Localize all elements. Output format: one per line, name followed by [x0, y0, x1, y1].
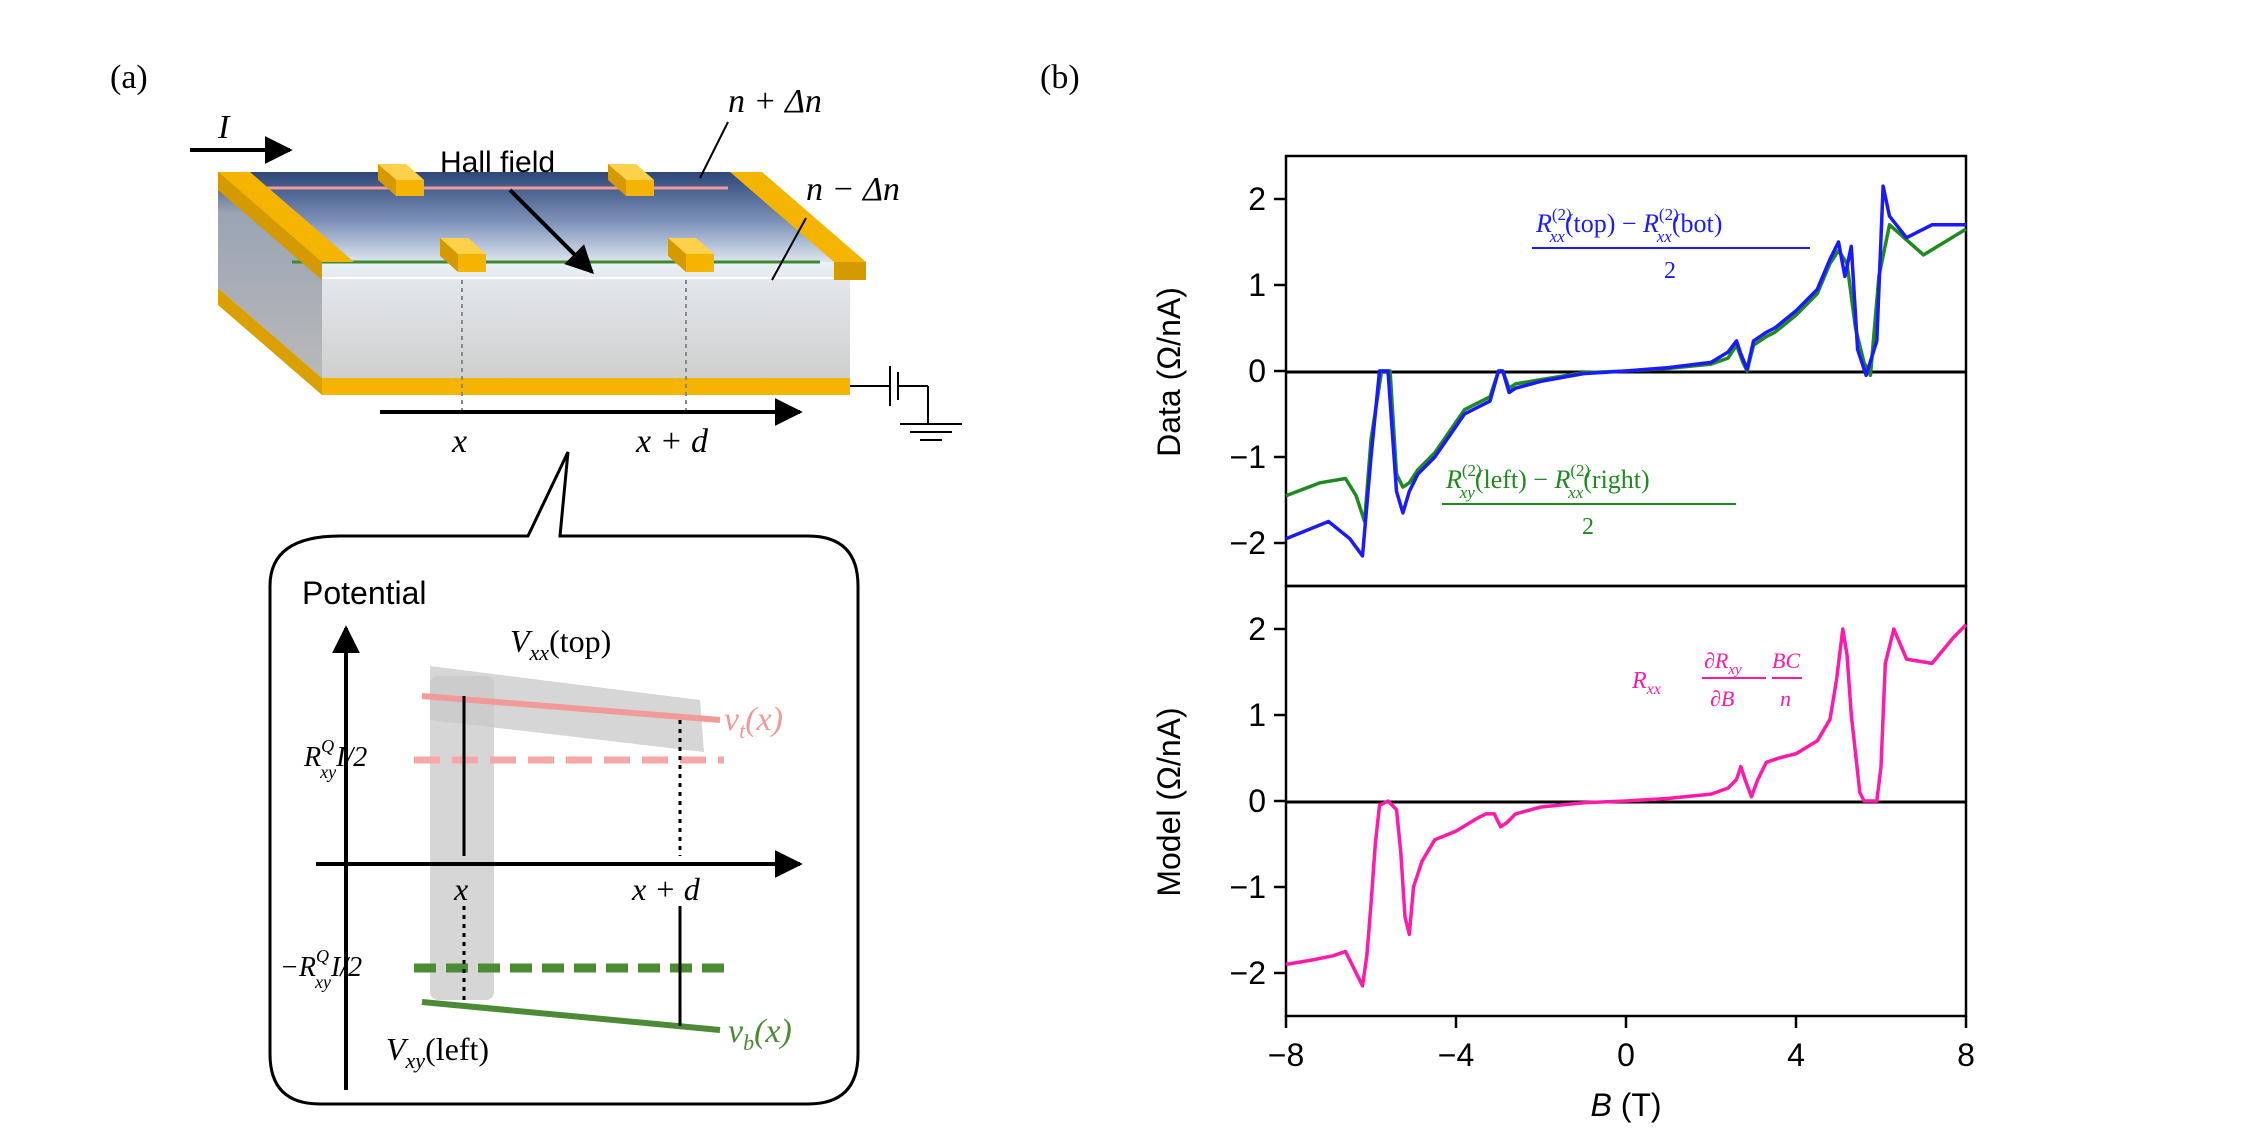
panel-b-label: (b) — [1040, 59, 1080, 96]
top-chart-ylabel: Data (Ω/nA) — [1151, 287, 1187, 457]
bottom-chart-xticks: −8 −4 0 4 8 — [1268, 1016, 1975, 1073]
contact-bottom-right — [668, 238, 714, 272]
series-blue-line — [1285, 184, 1966, 558]
contact-bottom-left — [440, 238, 486, 272]
xtick-label: 4 — [1787, 1037, 1805, 1073]
vb-label: vb(x) — [728, 1013, 792, 1055]
position-x-label: x — [451, 423, 467, 460]
panel-a-label: (a) — [110, 59, 148, 96]
top-density-label: n + Δn — [728, 83, 822, 120]
series-magenta-line — [1285, 623, 1968, 988]
vt-label: vt(x) — [724, 701, 783, 743]
xtick-label: 8 — [1957, 1037, 1975, 1073]
svg-text:BC: BC — [1772, 648, 1800, 673]
ytick-label: −1 — [1230, 439, 1266, 475]
svg-text:R(2)xy(left) − R(2)xx(right): R(2) xy(left) − R(2) xx(right) — [1445, 461, 1650, 502]
xtick-label: 0 — [1617, 1037, 1635, 1073]
position-xd-label: x + d — [635, 423, 709, 460]
contact-top-right — [608, 164, 654, 196]
device-front-face — [322, 262, 850, 378]
device-side-face — [218, 172, 322, 378]
contact-top-left — [378, 164, 424, 196]
top-chart-yticks: −2 −1 0 1 2 — [1230, 181, 1286, 561]
annotation-blue: R(2) xx(top) − R(2) xx(bot) 2 — [1532, 205, 1810, 284]
hall-field-label: Hall field — [440, 146, 555, 179]
svg-text:Rxx: Rxx — [1631, 668, 1661, 698]
ytick-label: −1 — [1230, 869, 1266, 905]
ytick-label: 0 — [1248, 353, 1266, 389]
right-current-lead — [730, 172, 866, 262]
top-density-leader — [699, 121, 729, 179]
rq-neg-label: −RQ xyI/2 — [280, 946, 362, 992]
bottom-chart-ylabel: Model (Ω/nA) — [1151, 707, 1187, 896]
xtick-label: −4 — [1438, 1037, 1474, 1073]
vt-line — [421, 693, 721, 723]
inset-xd-label: x + d — [631, 871, 701, 907]
inset-bubble — [268, 451, 860, 1106]
bottom-density-leader — [771, 217, 807, 281]
ytick-label: −2 — [1230, 525, 1266, 561]
rq-pos-label: RQ xyI/2 — [303, 736, 367, 782]
svg-text:∂Rxy: ∂Rxy — [1704, 648, 1742, 678]
annotation-magenta: Rxx ∂Rxy ∂B BC n — [1631, 648, 1802, 711]
svg-text:2: 2 — [1664, 258, 1676, 284]
hall-field-arrow — [508, 188, 594, 274]
ytick-label: 2 — [1248, 611, 1266, 647]
ytick-label: 1 — [1248, 697, 1266, 733]
potential-inset — [316, 625, 803, 1090]
svg-text:∂B: ∂B — [1710, 686, 1734, 711]
svg-text:R(2)xx(top) − R(2)xx(bot): R(2) xx(top) − R(2) xx(bot) — [1535, 205, 1722, 246]
annotation-green: R(2) xy(left) − R(2) xx(right) 2 — [1442, 461, 1736, 540]
ground-icon — [850, 366, 962, 441]
svg-text:2: 2 — [1582, 514, 1594, 540]
inset-x-label: x — [453, 871, 468, 907]
ytick-label: 2 — [1248, 181, 1266, 217]
bottom-chart-yticks: −2 −1 0 1 2 — [1230, 611, 1286, 991]
vxy-label: Vxy(left) — [386, 1031, 489, 1073]
bottom-chart: −2 −1 0 1 2 −8 −4 0 4 8 Model (Ω/nA) B (T) — [1151, 584, 1975, 1123]
top-chart: −2 −1 0 1 2 Data (Ω/nA) — [1151, 154, 1968, 588]
ytick-label: 1 — [1248, 267, 1266, 303]
xtick-label: −8 — [1268, 1037, 1304, 1073]
bottom-electrode-front — [322, 378, 850, 395]
vb-line — [421, 999, 721, 1033]
vxx-label: Vxx(top) — [510, 623, 611, 665]
bottom-density-label: n − Δn — [806, 171, 900, 208]
right-current-lead-front — [834, 262, 866, 280]
svg-text:n: n — [1780, 686, 1791, 711]
ytick-label: 0 — [1248, 783, 1266, 819]
left-current-lead — [218, 172, 354, 262]
hall-device — [218, 164, 866, 410]
inset-y-axis-label: Potential — [302, 575, 427, 611]
ytick-label: −2 — [1230, 955, 1266, 991]
left-current-lead-front — [218, 172, 322, 280]
bottom-chart-xlabel: B (T) — [1590, 1087, 1661, 1123]
bottom-electrode-side — [218, 288, 322, 395]
current-label: I — [217, 109, 231, 146]
